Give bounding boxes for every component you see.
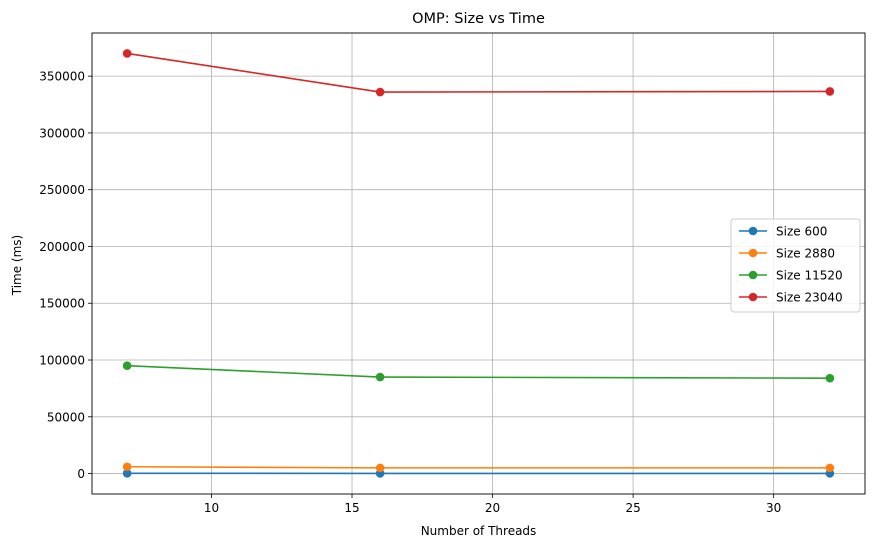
y-tick-label: 0 — [77, 467, 85, 481]
y-tick-label: 350000 — [39, 70, 85, 84]
series-line — [127, 364, 830, 379]
data-point — [122, 469, 132, 478]
legend-item: Size 23040 — [739, 291, 843, 305]
legend-item: Size 2880 — [739, 247, 835, 261]
legend-label: Size 2880 — [776, 247, 835, 261]
x-tick-label: 30 — [766, 501, 781, 515]
x-tick-label: 20 — [485, 501, 500, 515]
y-tick-label: 150000 — [39, 297, 85, 311]
legend-item: Size 600 — [739, 225, 827, 239]
y-tick-label: 100000 — [39, 354, 85, 368]
x-axis-ticks: 10 15 20 25 30 — [204, 494, 781, 515]
legend-box — [730, 218, 861, 313]
legend-label: Size 23040 — [776, 291, 843, 305]
legend-marker — [748, 270, 758, 280]
series-line — [127, 52, 830, 93]
legend: Size 600 Size 2880 Size 11520 Size 23040 — [730, 218, 861, 313]
axes-frame — [91, 32, 866, 495]
chart-title: OMP: Size vs Time — [412, 11, 545, 27]
y-axis-label: Time (ms) — [10, 235, 24, 297]
y-tick-label: 200000 — [39, 240, 85, 254]
legend-marker — [748, 292, 758, 302]
series-line — [127, 465, 830, 469]
plot-area — [91, 32, 866, 495]
y-axis-ticks: 0 50000 100000 150000 200000 250000 300000 3500… — [39, 70, 92, 481]
x-tick-label: 10 — [204, 501, 219, 515]
data-point — [825, 373, 835, 383]
data-point — [122, 361, 132, 370]
y-tick-label: 300000 — [39, 126, 85, 140]
x-tick-label: 25 — [625, 501, 640, 515]
legend-marker — [748, 226, 758, 236]
y-tick-label: 250000 — [39, 183, 85, 197]
x-axis-label: Number of Threads — [421, 524, 537, 538]
data-point — [825, 87, 835, 96]
legend-item: Size 11520 — [739, 269, 843, 283]
data-point — [375, 463, 385, 473]
legend-marker — [748, 248, 758, 258]
data-point — [375, 372, 385, 382]
data-point — [375, 87, 385, 97]
data-point — [122, 49, 132, 58]
legend-label: Size 600 — [776, 225, 827, 239]
x-tick-label: 15 — [344, 501, 359, 515]
legend-label: Size 11520 — [776, 269, 843, 283]
data-point — [825, 463, 835, 473]
y-tick-label: 50000 — [47, 410, 85, 424]
data-point — [122, 462, 132, 472]
